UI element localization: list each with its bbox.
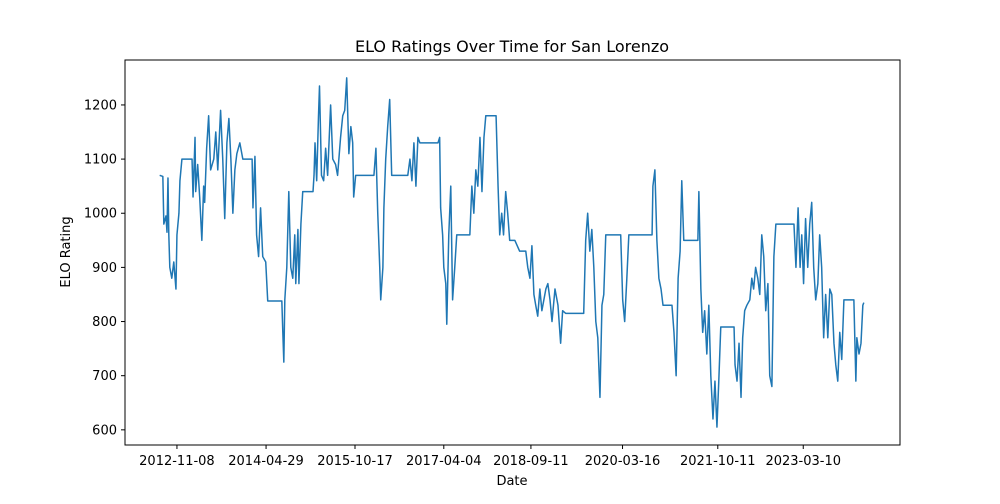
- x-tick-label: 2018-09-11: [493, 454, 569, 469]
- y-tick-label: 900: [92, 261, 117, 276]
- x-tick-label: 2017-04-04: [406, 454, 482, 469]
- x-axis-label: Date: [496, 474, 527, 489]
- y-tick-label: 800: [92, 315, 117, 330]
- x-tick-label: 2023-03-10: [765, 454, 841, 469]
- x-tick-label: 2014-04-29: [228, 454, 304, 469]
- x-tick-label: 2021-10-11: [680, 454, 756, 469]
- y-tick-label: 1200: [84, 98, 117, 113]
- plot-frame: [124, 59, 901, 446]
- x-tick-label: 2012-11-08: [139, 454, 215, 469]
- y-tick-label: 1000: [84, 207, 117, 222]
- y-axis-label: ELO Rating: [59, 216, 74, 287]
- chart-title: ELO Ratings Over Time for San Lorenzo: [355, 37, 669, 56]
- data-line: [159, 77, 865, 428]
- x-tick-label: 2020-03-16: [585, 454, 661, 469]
- x-tick-label: 2015-10-17: [317, 454, 393, 469]
- y-tick-label: 600: [92, 423, 117, 438]
- y-tick-label: 1100: [84, 153, 117, 168]
- y-tick-label: 700: [92, 369, 117, 384]
